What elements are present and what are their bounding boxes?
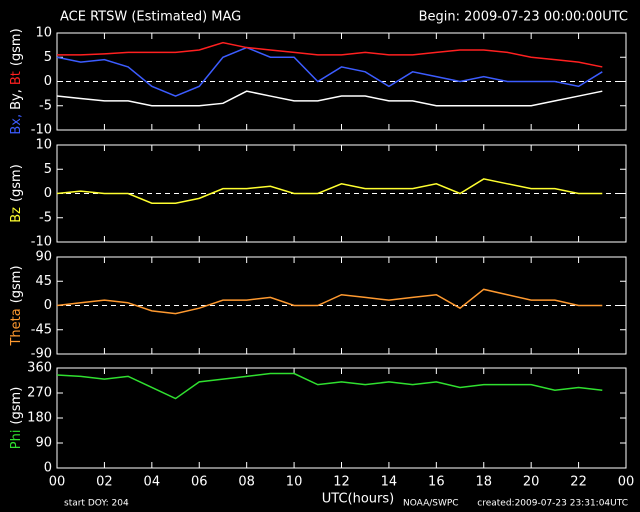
x-tick-label: 20 <box>523 475 540 490</box>
legend-entry: Bx, <box>9 114 24 135</box>
y-tick-label: -90 <box>31 347 52 362</box>
legend-entry: Phi <box>9 430 24 450</box>
series-line <box>56 46 603 97</box>
series-line <box>56 288 603 315</box>
y-axis-label: Bx, By, Bt (gsm) <box>9 28 24 134</box>
y-axis-label: Theta (gsm) <box>9 265 24 346</box>
y-tick-label: 45 <box>35 274 52 289</box>
y-tick-label: 90 <box>35 436 52 451</box>
series-line <box>56 372 603 400</box>
x-tick-label: 18 <box>475 475 492 490</box>
x-tick-label: 00 <box>49 475 66 490</box>
y-tick-label: 360 <box>27 361 52 376</box>
y-tick-label: 270 <box>27 386 52 401</box>
y-tick-label: -5 <box>39 98 52 113</box>
y-tick-label: 10 <box>35 26 52 41</box>
x-tick-label: 00 <box>618 475 635 490</box>
y-tick-label: 90 <box>35 250 52 265</box>
x-axis-label: UTC(hours) <box>322 492 394 507</box>
series-line <box>57 41 603 68</box>
y-axis-label: Bz (gsm) <box>9 164 24 223</box>
x-tick-label: 14 <box>381 475 398 490</box>
x-tick-label: 08 <box>238 475 255 490</box>
y-tick-label: 180 <box>27 411 52 426</box>
x-tick-label: 10 <box>286 475 303 490</box>
begin-time: Begin: 2009-07-23 00:00:00UTC <box>419 10 628 25</box>
created: created:2009-07-23 23:31:04UTC <box>477 499 628 509</box>
legend-entry: Bt <box>9 71 24 85</box>
series-line <box>56 178 603 204</box>
y-unit: (gsm) <box>9 164 24 202</box>
y-tick-label: -45 <box>31 322 52 337</box>
y-tick-label: 0 <box>44 186 52 201</box>
y-tick-label: -10 <box>31 235 52 250</box>
y-tick-label: 0 <box>44 74 52 89</box>
y-unit: (gsm) <box>9 265 24 303</box>
y-tick-label: 0 <box>44 461 52 476</box>
legend-entry: Theta <box>9 308 24 346</box>
y-unit: (gsm) <box>9 387 24 425</box>
y-tick-label: 10 <box>35 138 52 153</box>
y-axis-label: Phi (gsm) <box>9 387 24 450</box>
series-line <box>56 90 603 107</box>
x-tick-label: 12 <box>333 475 350 490</box>
y-unit: (gsm) <box>9 28 24 66</box>
x-tick-label: 16 <box>428 475 445 490</box>
title: ACE RTSW (Estimated) MAG <box>60 10 241 25</box>
source: NOAA/SWPC <box>403 499 459 509</box>
x-tick-label: 22 <box>570 475 587 490</box>
x-tick-label: 06 <box>191 475 208 490</box>
y-tick-label: 5 <box>44 162 52 177</box>
y-tick-label: -5 <box>39 210 52 225</box>
y-tick-label: -10 <box>31 123 52 138</box>
legend-entry: Bz <box>9 207 24 223</box>
legend-entry: By, <box>9 89 24 110</box>
y-tick-label: 5 <box>44 50 52 65</box>
x-tick-label: 04 <box>144 475 161 490</box>
y-tick-label: 0 <box>44 298 52 313</box>
start-doy: start DOY: 204 <box>64 499 129 509</box>
x-tick-label: 02 <box>96 475 113 490</box>
